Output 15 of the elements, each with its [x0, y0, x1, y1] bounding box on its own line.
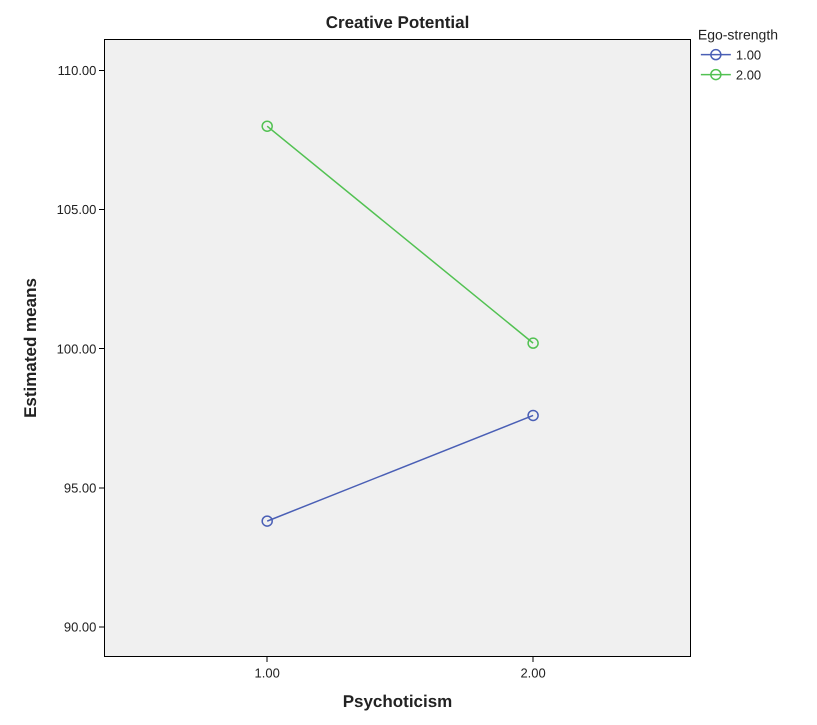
chart-title: Creative Potential [326, 12, 470, 32]
y-axis-title: Estimated means [21, 278, 40, 418]
point [261, 120, 273, 132]
y-tick-label: 105.00 [56, 202, 96, 218]
y-tick-label: 100.00 [56, 341, 96, 356]
legend-title: Ego-strength [698, 26, 778, 43]
y-tick-label: 110.00 [58, 63, 96, 78]
legend-label: 1.00 [736, 48, 762, 63]
y-tick-label: 90.00 [64, 619, 96, 634]
x-axis-title: Psychoticism [342, 692, 452, 711]
point [527, 337, 539, 349]
point [261, 515, 273, 527]
legend-label: 2.00 [736, 68, 762, 83]
y-tick-label: 95.00 [64, 480, 96, 496]
point [527, 410, 539, 422]
